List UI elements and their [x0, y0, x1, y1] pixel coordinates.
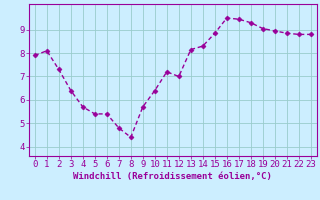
X-axis label: Windchill (Refroidissement éolien,°C): Windchill (Refroidissement éolien,°C): [73, 172, 272, 181]
